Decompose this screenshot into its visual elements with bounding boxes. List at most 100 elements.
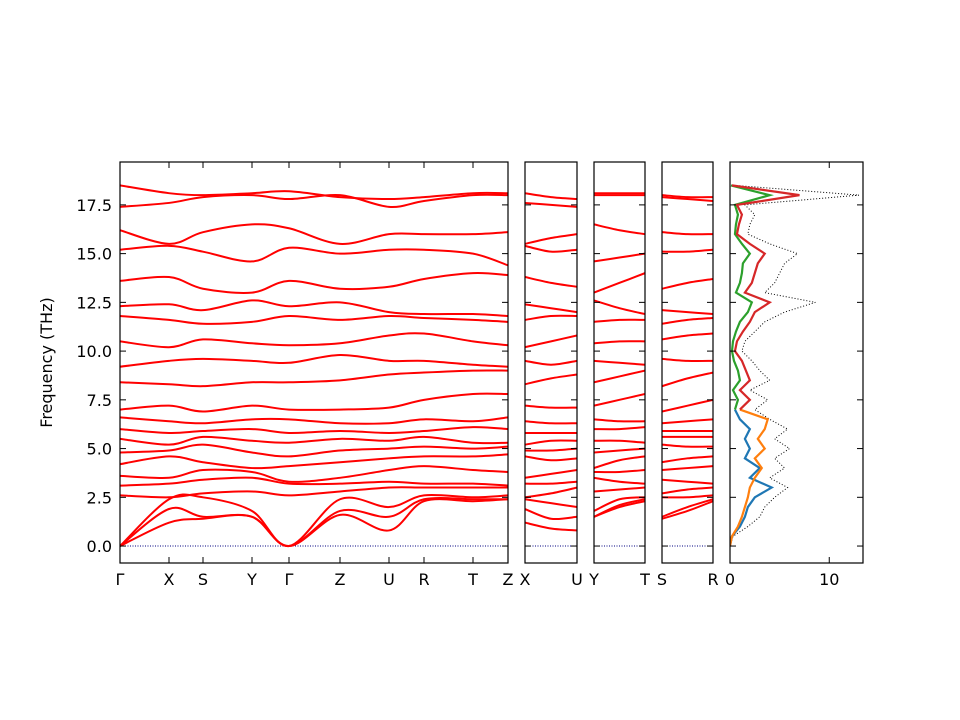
band [594,469,645,474]
band [662,332,713,341]
band [594,223,645,236]
band [120,272,508,294]
axes-frame [661,161,714,564]
x-tick-label: X [164,570,175,589]
band [662,371,713,388]
band [662,194,713,199]
x-tick-label: 0 [725,570,735,589]
band [662,465,713,472]
x-tick-label: 10 [819,570,839,589]
x-tick-label: Γ [116,570,125,589]
band [120,299,508,318]
band [120,223,508,245]
band [662,494,713,499]
band [120,416,508,425]
band [594,498,645,518]
band [594,318,645,323]
band [525,373,577,386]
band [594,393,645,407]
band [594,426,645,431]
band [662,196,713,202]
band [120,244,508,267]
x-tick-label: U [383,570,395,589]
band [662,486,713,495]
axes-frame [593,161,646,564]
dos-curve [730,408,770,547]
y-tick-label: 7.5 [87,391,112,410]
x-tick-label: X [520,570,531,589]
y-tick-label: 10.0 [76,342,112,361]
band [525,439,577,446]
band [525,192,577,201]
band [120,435,508,446]
band [525,480,577,485]
band [594,455,645,470]
band [662,443,713,448]
band [120,314,508,325]
band [594,500,645,518]
band [120,443,508,458]
x-tick-label: T [639,570,650,589]
plot-area [120,184,508,548]
x-tick-label: Y [246,570,257,589]
plot-area [662,194,713,547]
plot-area [730,184,860,547]
band [120,426,508,435]
plot-area [525,192,577,547]
band [120,392,508,413]
x-tick-label: R [418,570,429,589]
band [120,369,508,388]
x-tick-label: U [571,570,583,589]
band [525,359,577,366]
band [525,404,577,409]
band [525,303,577,314]
y-tick-label: 15.0 [76,245,112,264]
dos-curve [731,184,800,411]
band [662,231,713,236]
band [525,233,577,245]
band [662,418,713,425]
plot-area [594,192,645,547]
band [120,476,508,487]
band [120,496,508,548]
x-tick-label: Z [503,570,514,589]
band [662,500,713,520]
x-tick-label: S [657,570,667,589]
band [525,314,577,321]
band [120,184,508,201]
axes-frame [729,161,864,564]
band [662,357,713,362]
dos-curve [730,184,774,410]
band [525,334,577,349]
band [594,340,645,345]
band [662,478,713,485]
x-tick-label: S [198,570,208,589]
band [120,193,508,208]
band [120,493,508,548]
band [525,469,577,479]
band [594,486,645,493]
axes-frame [119,161,509,564]
band [662,455,713,464]
dos-curve [730,409,775,547]
band [594,299,645,316]
band [525,498,577,509]
y-tick-label: 5.0 [87,440,112,459]
band [120,465,508,483]
band [525,521,577,532]
band [594,447,645,454]
x-tick-label: T [467,570,478,589]
axes-frame [524,161,578,564]
x-tick-label: R [707,570,718,589]
band [594,369,645,384]
band [525,447,577,452]
band [594,439,645,444]
y-tick-label: 17.5 [76,196,112,215]
dos-curve [730,184,860,547]
x-tick-label: Γ [285,570,294,589]
y-tick-label: 0.0 [87,537,112,556]
band [525,201,577,208]
x-tick-label: Y [588,570,599,589]
band [525,276,577,288]
